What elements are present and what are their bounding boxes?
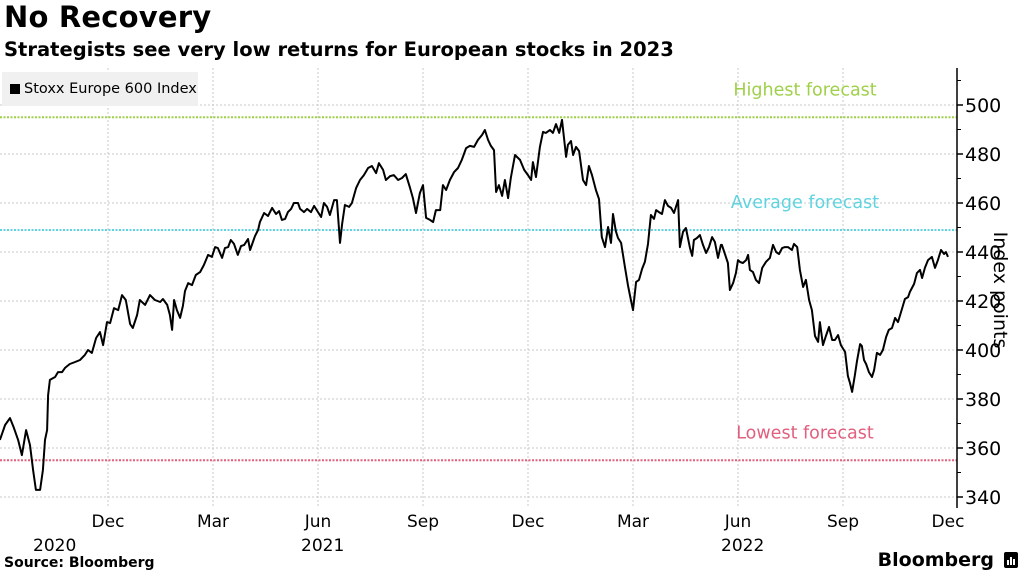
series-layer	[0, 118, 949, 491]
x-tick-label: Mar	[197, 512, 229, 532]
y-axis-label: Index points	[989, 231, 1011, 349]
forecast-lines: Highest forecast Average forecast Lowest f…	[0, 80, 957, 462]
y-tick-label: 460	[965, 193, 1001, 215]
y-tick-label: 420	[965, 291, 1001, 313]
y-tick-label: 360	[965, 438, 1001, 460]
y-axis: 340 360 380 400 420 440 460 480 500	[956, 68, 1001, 509]
x-axis: Dec 2020 Mar Jun 2021 Sep Dec Mar Jun 2022 Sep Dec	[33, 512, 964, 556]
legend-label: Stoxx Europe 600 Index	[24, 81, 197, 97]
y-tick-label: 500	[965, 95, 1001, 117]
source-note: Source: Bloomberg	[4, 555, 155, 571]
y-tick-label: 440	[965, 242, 1001, 264]
series-line	[0, 118, 949, 491]
y-tick-label: 480	[965, 144, 1001, 166]
forecast-label: Lowest forecast	[736, 423, 874, 443]
x-tick-label: Mar	[617, 512, 649, 532]
x-tick-label: Sep	[827, 512, 859, 532]
legend: Stoxx Europe 600 Index	[2, 72, 198, 106]
x-tick-label: Dec	[512, 512, 545, 532]
x-tick-label: Jun	[724, 512, 752, 532]
y-tick-label: 340	[965, 487, 1001, 509]
y-tick-label: 380	[965, 389, 1001, 411]
y-tick-label: 400	[965, 340, 1001, 362]
forecast-label: Average forecast	[731, 193, 879, 213]
x-tick-label: Dec	[932, 512, 965, 532]
x-year-label: 2022	[721, 536, 764, 556]
x-year-label: 2020	[33, 536, 76, 556]
forecast-label: Highest forecast	[733, 80, 876, 100]
legend-swatch-icon	[10, 84, 20, 94]
x-tick-label: Sep	[407, 512, 439, 532]
x-tick-label: Jun	[304, 512, 332, 532]
chart-subtitle: Strategists see very low returns for Eur…	[4, 38, 674, 61]
brand-logo: Bloomberg	[877, 549, 994, 571]
x-year-label: 2021	[301, 536, 344, 556]
bloomberg-chart-icon	[1004, 552, 1018, 568]
x-tick-label: Dec	[92, 512, 125, 532]
chart-title: No Recovery	[4, 0, 212, 34]
